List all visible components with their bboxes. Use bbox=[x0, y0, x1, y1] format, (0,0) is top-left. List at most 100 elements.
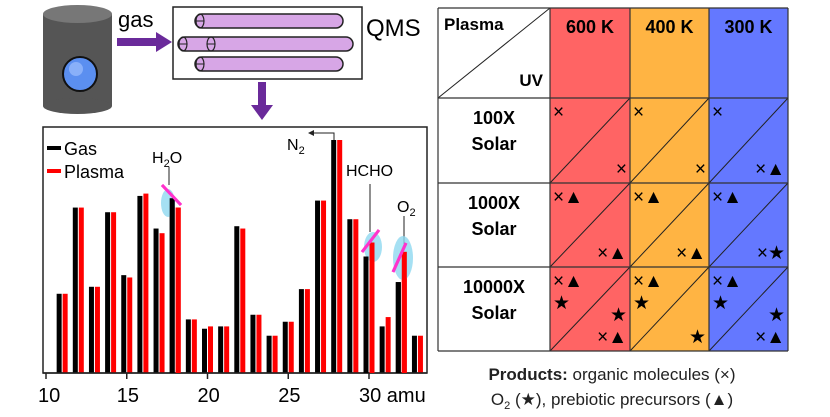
bar-gas-26 bbox=[298, 289, 304, 373]
uv-products: ★ bbox=[689, 327, 706, 348]
bar-plasma-17 bbox=[159, 233, 165, 373]
change-mark bbox=[360, 229, 381, 253]
products-label: Products: bbox=[488, 365, 567, 384]
bar-plasma-13 bbox=[94, 286, 100, 373]
row-header-line2: Solar bbox=[471, 134, 516, 154]
peak-label: H2O bbox=[152, 150, 182, 170]
quadrupole-rods bbox=[177, 13, 354, 72]
bar-plasma-30-front bbox=[369, 242, 375, 373]
uv-products: ×▲ bbox=[755, 327, 785, 348]
bar-gas-17 bbox=[153, 228, 159, 373]
bar-gas-27 bbox=[315, 200, 321, 373]
bar-plasma-29 bbox=[353, 219, 359, 373]
bar-gas-28 bbox=[331, 140, 337, 373]
column-bg-400K bbox=[630, 8, 709, 351]
uv-products: × bbox=[695, 159, 706, 180]
corner-uv-label: UV bbox=[519, 71, 543, 90]
uv-products: ★ bbox=[610, 305, 627, 326]
organic-molecules-legend: organic molecules (×) bbox=[568, 365, 736, 384]
cell-diagonal bbox=[629, 182, 710, 268]
bar-plasma-25 bbox=[288, 321, 294, 373]
bar-gas-24 bbox=[266, 335, 272, 373]
bar-plasma-31 bbox=[385, 317, 391, 373]
corner-diagonal bbox=[437, 7, 551, 99]
row-header-line2: Solar bbox=[471, 303, 516, 323]
plasma-products: × bbox=[633, 102, 644, 123]
peak-label: O2 bbox=[397, 199, 416, 219]
row-header-line1: 1000X bbox=[468, 193, 520, 213]
x-axis: 10 15 20 25 30 amu bbox=[38, 372, 427, 407]
product-table: Plasma UV 600 K 400 K 300 K 100X Solar × × × × × ×▲ 1… bbox=[437, 7, 789, 352]
bar-plasma-22 bbox=[240, 228, 246, 373]
bar-gas-13 bbox=[88, 286, 94, 373]
cell-diagonal bbox=[549, 97, 631, 184]
bar-plasma-20 bbox=[208, 326, 213, 373]
bar-plasma-16 bbox=[143, 193, 149, 373]
row-header-line1: 100X bbox=[473, 108, 515, 128]
cell-diagonal bbox=[549, 266, 631, 352]
bar-gas-30-front bbox=[363, 256, 369, 373]
peak-label: N2 bbox=[287, 137, 305, 157]
legend-gas: Gas bbox=[64, 139, 97, 159]
bar-plasma-15 bbox=[127, 277, 133, 373]
gas-cylinder bbox=[43, 5, 112, 114]
column-header: 400 K bbox=[645, 17, 693, 37]
row-header-line2: Solar bbox=[471, 219, 516, 239]
bar-plasma-24 bbox=[272, 335, 278, 373]
cell-diagonal bbox=[708, 266, 789, 352]
legend-plasma: Plasma bbox=[64, 162, 125, 182]
bar-gas-21 bbox=[218, 326, 224, 373]
corner-plasma-label: Plasma bbox=[444, 15, 504, 34]
bar-gas-22 bbox=[234, 226, 240, 373]
uv-products: ×▲ bbox=[597, 243, 627, 264]
bar-gas-18-front bbox=[169, 198, 175, 373]
gas-label: gas bbox=[118, 7, 153, 32]
uv-products: ×▲ bbox=[755, 159, 785, 180]
bar-plasma-28 bbox=[337, 140, 343, 373]
cell-diagonal bbox=[549, 182, 631, 268]
uv-products: ×▲ bbox=[597, 327, 627, 348]
rod bbox=[194, 13, 344, 29]
rod bbox=[194, 56, 344, 72]
column-bg-600K bbox=[550, 8, 630, 351]
o2-label: O bbox=[491, 390, 504, 409]
bar-gas-16 bbox=[137, 195, 143, 373]
uv-products: × bbox=[616, 159, 627, 180]
plasma-products: ×▲ bbox=[553, 187, 583, 208]
bar-gas-11 bbox=[56, 293, 62, 373]
cell-diagonal bbox=[708, 182, 789, 268]
cylinder-top bbox=[43, 5, 112, 23]
plasma-products: ★ bbox=[712, 293, 729, 314]
qms-label: QMS bbox=[366, 15, 421, 42]
bar-plasma-32-front bbox=[401, 251, 407, 373]
plasma-products: ×▲ bbox=[633, 187, 663, 208]
bar-gas-20 bbox=[202, 328, 207, 373]
column-header: 600 K bbox=[566, 17, 614, 37]
bar-plasma-21 bbox=[224, 326, 230, 373]
plasma-products: × bbox=[553, 102, 564, 123]
uv-products: ★ bbox=[768, 305, 785, 326]
uv-products: ×★ bbox=[757, 243, 785, 264]
gas-arrow-icon bbox=[117, 32, 172, 52]
plasma-products: ★ bbox=[633, 293, 650, 314]
cell-diagonal bbox=[629, 266, 710, 352]
bar-gas-33 bbox=[411, 335, 417, 373]
row-header-line1: 10000X bbox=[463, 277, 525, 297]
bar-gas-25 bbox=[282, 321, 288, 373]
cell-diagonal bbox=[708, 97, 789, 184]
x-tick-label: 30 amu bbox=[359, 385, 426, 407]
bar-plasma-14 bbox=[111, 212, 117, 373]
cell-diagonal bbox=[629, 97, 710, 184]
legend-line-2: O2 (★), prebiotic precursors (▲) bbox=[491, 390, 733, 412]
bar-gas-32-front bbox=[395, 282, 401, 373]
rod bbox=[177, 36, 354, 52]
x-tick-label: 15 bbox=[117, 385, 139, 407]
legend-line-1: Products: organic molecules (×) bbox=[488, 365, 735, 384]
bar-gas-29 bbox=[347, 219, 353, 373]
bar-plasma-27 bbox=[321, 200, 327, 373]
annotations: H2O N2 HCHO O2 bbox=[152, 130, 416, 373]
bar-gas-15 bbox=[121, 275, 127, 373]
bar-plasma-26 bbox=[304, 289, 310, 373]
column-header: 300 K bbox=[724, 17, 772, 37]
